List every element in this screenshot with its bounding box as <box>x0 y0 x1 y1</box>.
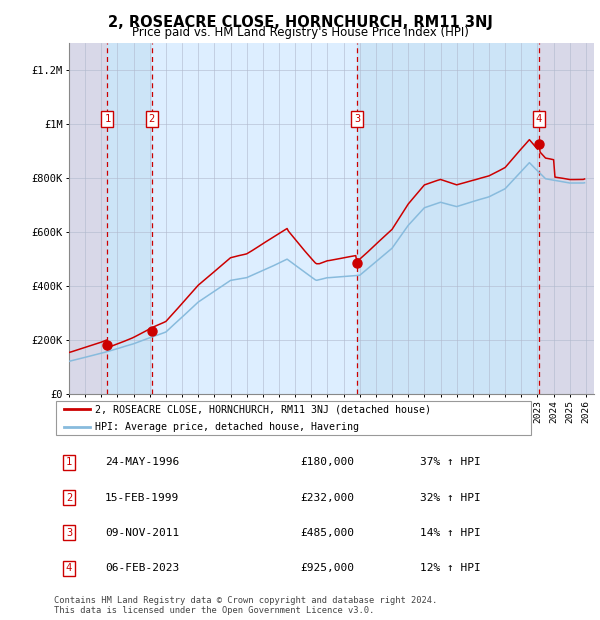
Text: Price paid vs. HM Land Registry's House Price Index (HPI): Price paid vs. HM Land Registry's House … <box>131 26 469 39</box>
Text: 1: 1 <box>104 114 110 124</box>
Text: £232,000: £232,000 <box>300 492 354 503</box>
Text: 32% ↑ HPI: 32% ↑ HPI <box>420 492 481 503</box>
Text: 2: 2 <box>66 492 72 503</box>
Text: 14% ↑ HPI: 14% ↑ HPI <box>420 528 481 538</box>
Text: 37% ↑ HPI: 37% ↑ HPI <box>420 457 481 467</box>
Bar <box>69 43 107 394</box>
Text: 06-FEB-2023: 06-FEB-2023 <box>105 563 179 574</box>
Text: 2: 2 <box>149 114 155 124</box>
Text: 3: 3 <box>66 528 72 538</box>
Bar <box>152 43 358 394</box>
Text: 4: 4 <box>66 563 72 574</box>
Bar <box>358 43 539 394</box>
FancyBboxPatch shape <box>56 401 530 435</box>
Text: £180,000: £180,000 <box>300 457 354 467</box>
Text: 2, ROSEACRE CLOSE, HORNCHURCH, RM11 3NJ: 2, ROSEACRE CLOSE, HORNCHURCH, RM11 3NJ <box>107 16 493 30</box>
Text: £925,000: £925,000 <box>300 563 354 574</box>
Text: £485,000: £485,000 <box>300 528 354 538</box>
Bar <box>107 43 152 394</box>
Text: Contains HM Land Registry data © Crown copyright and database right 2024.
This d: Contains HM Land Registry data © Crown c… <box>54 596 437 615</box>
Bar <box>69 43 107 394</box>
Text: 24-MAY-1996: 24-MAY-1996 <box>105 457 179 467</box>
Text: 3: 3 <box>354 114 361 124</box>
Text: 09-NOV-2011: 09-NOV-2011 <box>105 528 179 538</box>
Text: 12% ↑ HPI: 12% ↑ HPI <box>420 563 481 574</box>
Bar <box>539 43 594 394</box>
Text: 2, ROSEACRE CLOSE, HORNCHURCH, RM11 3NJ (detached house): 2, ROSEACRE CLOSE, HORNCHURCH, RM11 3NJ … <box>95 404 431 414</box>
Text: 4: 4 <box>536 114 542 124</box>
Text: 1: 1 <box>66 457 72 467</box>
Bar <box>539 43 594 394</box>
Text: 15-FEB-1999: 15-FEB-1999 <box>105 492 179 503</box>
Text: HPI: Average price, detached house, Havering: HPI: Average price, detached house, Have… <box>95 422 359 433</box>
